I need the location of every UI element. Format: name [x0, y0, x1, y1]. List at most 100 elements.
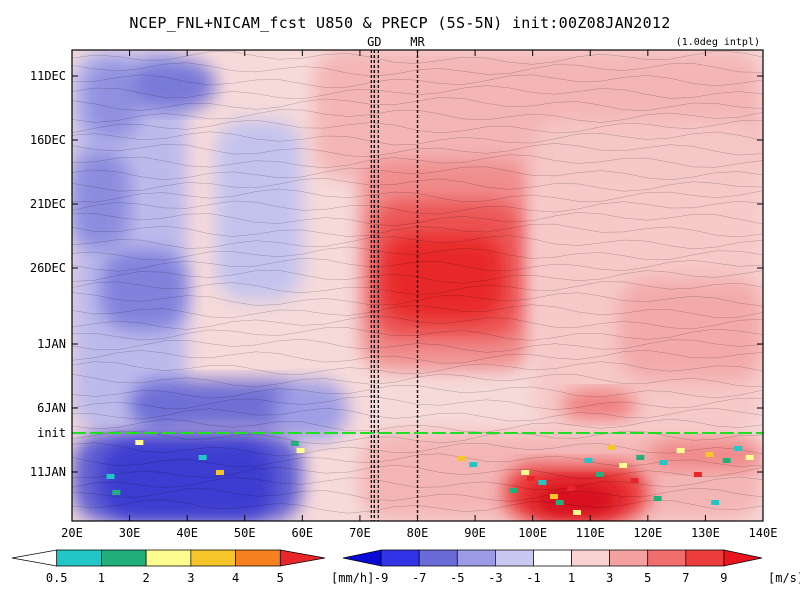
- wind-colorbar-swatch-8: [647, 549, 687, 567]
- precip-cell-30: [711, 500, 720, 505]
- contour-line-2: [72, 74, 763, 88]
- contour-line-33: [72, 430, 763, 445]
- contour-line-13: [72, 200, 763, 215]
- wind-colorbar-label: -9: [374, 571, 388, 585]
- contour-line-23: [72, 315, 763, 330]
- wind-colorbar-swatch-9: [685, 549, 725, 567]
- precip-cell-12: [538, 480, 547, 485]
- precipitation-overlay: [106, 440, 754, 515]
- wind-colorbar-label: 9: [720, 571, 727, 585]
- precip-cell-21: [630, 478, 639, 483]
- wind-blob-8: [215, 120, 303, 300]
- contour-line-15: [72, 223, 763, 238]
- precip-colorbar-swatch-5: [235, 549, 281, 567]
- wind-blob-19: [532, 480, 620, 521]
- wind-blob-4: [100, 250, 188, 330]
- precip-cell-20: [619, 463, 628, 468]
- contour-line-37: [72, 476, 763, 491]
- contour-line-17: [72, 246, 763, 261]
- x-tick-label: 50E: [234, 526, 256, 540]
- precip-cell-27: [734, 446, 743, 451]
- precip-cell-11: [526, 476, 535, 481]
- precip-colorbar-unit: [mm/h]: [331, 571, 374, 585]
- contour-line-4: [72, 97, 763, 111]
- precip-cell-26: [722, 458, 731, 463]
- contour-line-7: [72, 131, 763, 146]
- precip-cell-6: [296, 448, 305, 453]
- precip-cell-5: [290, 441, 299, 446]
- precip-colorbar-label: 4: [232, 571, 239, 585]
- contour-line-30: [72, 395, 763, 410]
- wind-colorbar-swatch-4: [495, 549, 534, 567]
- wind-blob-2: [129, 60, 216, 110]
- wind-blob-7: [100, 440, 274, 520]
- wind-blob-14: [532, 120, 763, 430]
- contour-line-18: [72, 257, 763, 272]
- x-tick-label: 130E: [691, 526, 720, 540]
- wind-blob-15: [619, 280, 763, 380]
- contour-line-12: [72, 188, 763, 203]
- x-tick-label: 70E: [349, 526, 371, 540]
- contour-line-31: [72, 407, 763, 422]
- wind-colorbar-swatch-2: [418, 549, 458, 567]
- precip-cell-13: [549, 494, 558, 499]
- wind-colorbar-label: -1: [526, 571, 540, 585]
- precip-cell-19: [607, 445, 616, 450]
- wind-colorbar-swatch-3: [456, 549, 496, 567]
- x-tick-label: 80E: [407, 526, 429, 540]
- precip-cell-17: [584, 458, 593, 463]
- contour-line-26: [72, 350, 763, 364]
- wind-field: [72, 50, 763, 521]
- wind-colorbar-swatch-6: [571, 549, 610, 567]
- precip-cell-8: [469, 462, 478, 467]
- contour-line-24: [72, 327, 763, 341]
- wind-blob-3: [72, 150, 130, 250]
- precip-colorbar-swatch-3: [145, 549, 192, 567]
- y-tick-label: 26DEC: [30, 261, 66, 275]
- wind-colorbar-swatch-7: [609, 549, 649, 567]
- plot-overlay: GD MR init: [37, 35, 763, 521]
- y-tick-label: 1JAN: [37, 337, 66, 351]
- x-tick-label: 140E: [749, 526, 778, 540]
- contour-line-35: [72, 453, 763, 467]
- colorbars: 0.5 1 2 3 4 5 [mm/h]-9 -7 -5 -3 -1 1 3 5 7 9 [m/s]: [11, 549, 800, 585]
- contour-line-5: [72, 109, 763, 123]
- y-tick-label: 6JAN: [37, 401, 66, 415]
- precip-cell-28: [745, 455, 754, 460]
- contour-line-27: [72, 361, 763, 375]
- precip-cell-10: [521, 470, 530, 475]
- wind-colorbar-swatch-10: [723, 549, 763, 567]
- precip-cell-14: [555, 500, 564, 505]
- precip-cell-0: [106, 474, 115, 479]
- precip-cell-25: [705, 452, 714, 457]
- precip-cell-2: [135, 440, 144, 445]
- contour-line-16: [72, 235, 763, 250]
- precip-colorbar-swatch-6: [279, 549, 326, 567]
- contour-line-10: [72, 166, 763, 181]
- contour-line-19: [72, 270, 763, 284]
- precip-cell-22: [636, 455, 645, 460]
- contour-line-34: [72, 442, 763, 457]
- precip-cell-15: [567, 486, 576, 491]
- y-tick-label: 11DEC: [30, 69, 66, 83]
- precip-cell-9: [509, 488, 518, 493]
- wind-colorbar-unit: [m/s]: [768, 571, 800, 585]
- wind-colorbar-label: -7: [412, 571, 426, 585]
- contour-line-38: [72, 487, 763, 502]
- wind-colorbar-label: 3: [606, 571, 613, 585]
- wind-blob-13: [382, 235, 504, 320]
- precip-cell-1: [112, 490, 121, 495]
- contour-line-22: [72, 304, 763, 318]
- x-tick-label: 30E: [119, 526, 141, 540]
- y-tick-label: 11JAN: [30, 465, 66, 479]
- contour-line-29: [72, 384, 763, 399]
- y-tick-label: 21DEC: [30, 197, 66, 211]
- precip-cell-31: [653, 496, 662, 501]
- contour-line-21: [72, 292, 763, 307]
- precip-colorbar-label: 5: [277, 571, 284, 585]
- interpolation-note: (1.0deg intpl): [675, 37, 760, 48]
- precip-cell-24: [676, 448, 685, 453]
- contour-line-28: [72, 373, 763, 388]
- precip-cell-3: [198, 455, 207, 460]
- contour-line-36: [72, 464, 763, 479]
